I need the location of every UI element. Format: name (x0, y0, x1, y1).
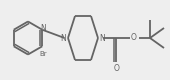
Text: O: O (131, 33, 137, 42)
Text: N: N (61, 34, 66, 42)
Text: N: N (100, 34, 105, 42)
Text: Br: Br (39, 51, 47, 57)
Text: N: N (40, 24, 46, 33)
Text: O: O (114, 64, 120, 73)
